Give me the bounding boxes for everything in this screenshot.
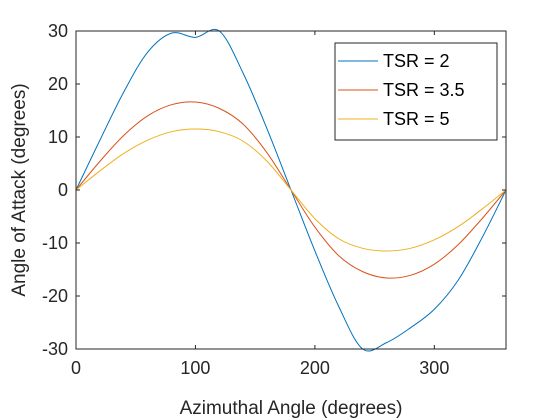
x-tick-label: 100 — [180, 358, 210, 378]
x-axis-ticks: 0 100 200 300 — [71, 31, 449, 378]
legend-box — [334, 42, 498, 141]
x-tick-label: 300 — [419, 358, 449, 378]
plot-lines — [75, 28, 507, 352]
y-tick-label: 0 — [58, 180, 68, 200]
x-axis-label: Azimuthal Angle (degrees) — [180, 398, 403, 419]
y-tick-label: -10 — [42, 233, 68, 253]
x-tick-label: 0 — [71, 358, 81, 378]
y-axis-label: Angle of Attack (degrees) — [9, 83, 30, 296]
series-line-3 — [75, 128, 507, 252]
legend: TSR = 2 TSR = 3.5 TSR = 5 — [334, 42, 498, 141]
legend-label-3: TSR = 5 — [383, 109, 450, 129]
legend-label-1: TSR = 2 — [383, 51, 450, 71]
x-tick-label: 200 — [300, 358, 330, 378]
legend-label-2: TSR = 3.5 — [383, 80, 465, 100]
y-tick-label: 30 — [48, 21, 68, 41]
y-tick-label: 10 — [48, 127, 68, 147]
y-tick-label: -20 — [42, 286, 68, 306]
y-axis-ticks: 30 20 10 0 -10 -20 -30 — [42, 21, 506, 359]
y-tick-label: 20 — [48, 74, 68, 94]
y-tick-label: -30 — [42, 339, 68, 359]
